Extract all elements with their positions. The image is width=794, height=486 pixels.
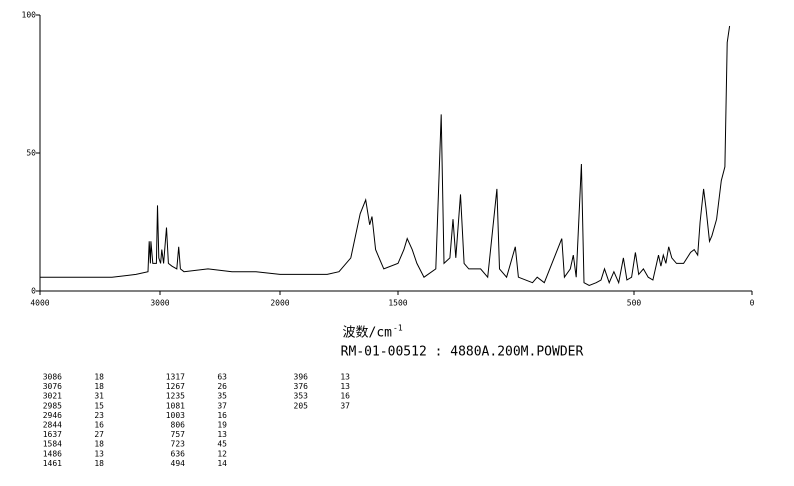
x-axis-label: 波数/cm (343, 326, 393, 341)
peak-intensity: 37 (340, 401, 350, 410)
x-tick-label: 1500 (388, 299, 407, 308)
peak-intensity: 12 (217, 449, 227, 458)
peak-wavenumber: 1317 (166, 373, 185, 382)
peak-intensity: 18 (94, 440, 104, 449)
peak-intensity: 26 (217, 382, 227, 391)
peak-wavenumber: 1637 (43, 430, 62, 439)
peak-wavenumber: 2946 (43, 411, 62, 420)
peak-wavenumber: 2985 (43, 401, 62, 410)
peak-intensity: 23 (94, 411, 104, 420)
peak-wavenumber: 2844 (43, 421, 62, 430)
peak-wavenumber: 636 (171, 449, 186, 458)
peak-intensity: 15 (94, 401, 104, 410)
peak-intensity: 63 (217, 373, 227, 382)
y-tick-label: 100 (22, 11, 37, 20)
x-tick-label: 2000 (270, 299, 289, 308)
peak-wavenumber: 723 (171, 440, 186, 449)
peak-intensity: 16 (217, 411, 227, 420)
x-tick-label: 3000 (150, 299, 169, 308)
peak-intensity: 27 (94, 430, 104, 439)
peak-intensity: 37 (217, 401, 227, 410)
peak-intensity: 18 (94, 373, 104, 382)
peak-intensity: 13 (94, 449, 104, 458)
peak-intensity: 16 (340, 392, 350, 401)
peak-wavenumber: 396 (294, 373, 309, 382)
peak-intensity: 13 (340, 373, 350, 382)
peak-intensity: 45 (217, 440, 227, 449)
peak-wavenumber: 757 (171, 430, 186, 439)
peak-wavenumber: 3076 (43, 382, 62, 391)
peak-wavenumber: 1267 (166, 382, 185, 391)
peak-wavenumber: 3086 (43, 373, 62, 382)
peak-intensity: 13 (217, 430, 227, 439)
subtitle: RM-01-00512 : 4880A.200M.POWDER (341, 345, 584, 360)
peak-wavenumber: 353 (294, 392, 309, 401)
peak-intensity: 35 (217, 392, 227, 401)
peak-intensity: 14 (217, 459, 227, 468)
x-tick-label: 500 (627, 299, 642, 308)
peak-wavenumber: 494 (171, 459, 186, 468)
peak-wavenumber: 1235 (166, 392, 185, 401)
x-tick-label: 4000 (30, 299, 49, 308)
peak-wavenumber: 1486 (43, 449, 62, 458)
peak-intensity: 19 (217, 421, 227, 430)
peak-wavenumber: 205 (294, 401, 309, 410)
peak-wavenumber: 1081 (166, 401, 185, 410)
y-tick-label: 0 (31, 287, 36, 296)
peak-intensity: 18 (94, 459, 104, 468)
x-axis-label-sup: -1 (393, 324, 403, 333)
peak-intensity: 13 (340, 382, 350, 391)
peak-wavenumber: 1461 (43, 459, 62, 468)
spectrum-line (40, 25, 731, 287)
x-tick-label: 0 (750, 299, 755, 308)
peak-intensity: 18 (94, 382, 104, 391)
peak-wavenumber: 3021 (43, 392, 62, 401)
peak-intensity: 16 (94, 421, 104, 430)
peak-wavenumber: 376 (294, 382, 309, 391)
peak-wavenumber: 1584 (43, 440, 62, 449)
peak-wavenumber: 806 (171, 421, 186, 430)
peak-wavenumber: 1003 (166, 411, 185, 420)
peak-intensity: 31 (94, 392, 104, 401)
y-tick-label: 50 (26, 149, 36, 158)
